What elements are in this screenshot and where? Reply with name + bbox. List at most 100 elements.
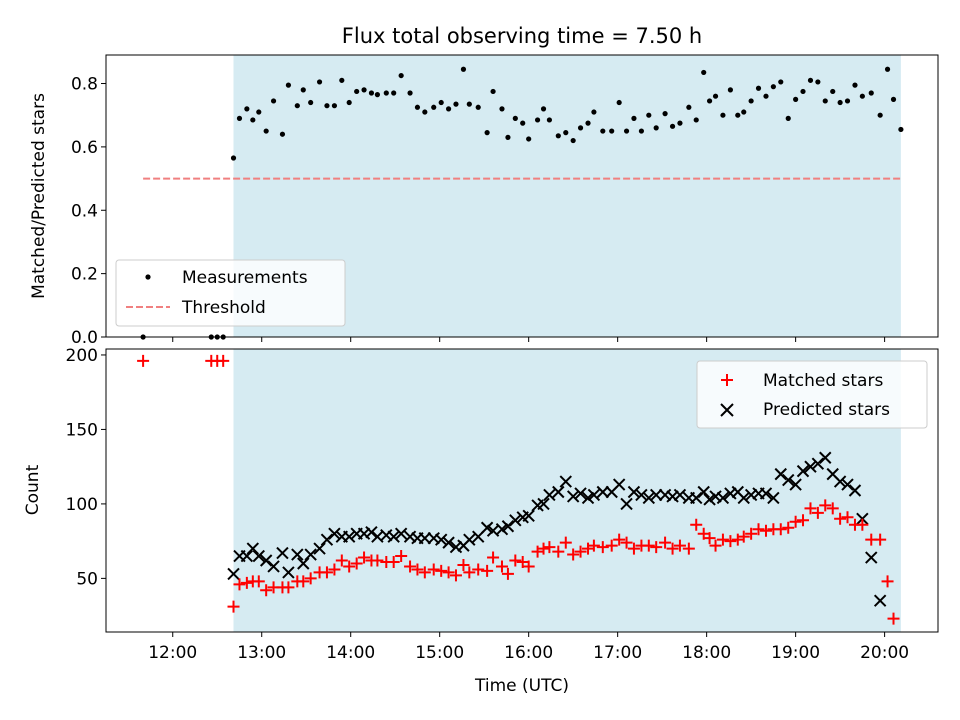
matched-stars-point <box>627 542 640 555</box>
measurement-point <box>540 106 547 112</box>
predicted-stars-point <box>522 509 535 523</box>
measurement-point <box>361 87 367 93</box>
measurement-point <box>534 117 541 123</box>
measurement-point <box>374 92 381 98</box>
measurement-point <box>770 84 776 90</box>
legend-predicted-marker <box>720 403 734 417</box>
x-tick-label: 13:00 <box>237 643 286 663</box>
predicted-stars-point <box>703 493 716 506</box>
matched-stars-point <box>703 532 716 545</box>
predicted-stars-point <box>709 490 722 503</box>
legend-box <box>115 259 346 327</box>
matched-stars-point <box>797 514 810 527</box>
measurement-point <box>748 98 754 104</box>
matched-stars-point <box>737 530 750 543</box>
predicted-stars-point <box>480 521 494 534</box>
measurement-point <box>890 96 897 102</box>
matched-stars-point <box>774 523 787 536</box>
matched-stars-point <box>745 527 758 540</box>
measurement-point <box>250 117 256 123</box>
measurement-point <box>331 103 338 109</box>
measurement-point <box>877 112 883 118</box>
measurement-point <box>563 130 569 136</box>
predicted-stars-point <box>796 464 810 478</box>
predicted-stars-point <box>246 542 260 555</box>
chart-title: Flux total observing time = 7.50 h <box>342 24 702 48</box>
measurement-point <box>300 87 306 93</box>
measurement-point <box>800 88 806 95</box>
measurement-point <box>263 128 269 134</box>
x-tick-label: 18:00 <box>682 643 731 663</box>
predicted-stars-point <box>804 460 817 473</box>
predicted-stars-point <box>342 530 356 543</box>
measurement-point <box>368 90 375 96</box>
top-panel: 0.0 0.2 0.4 0.6 0.8 Flux total observing tim… <box>29 24 939 348</box>
measurement-point <box>475 104 481 110</box>
measurement-point <box>236 115 243 121</box>
measurement-point <box>422 109 428 115</box>
predicted-stars-point <box>620 497 633 511</box>
predicted-stars-point <box>789 478 802 491</box>
y-tick-label: 200 <box>66 346 98 366</box>
matched-stars-point <box>543 541 556 554</box>
legend-measurements-label: Measurements <box>182 268 308 288</box>
predicted-stars-point <box>819 451 832 464</box>
matched-stars-point <box>620 536 633 549</box>
legend-matched-label: Matched stars <box>763 371 883 391</box>
predicted-stars-point <box>537 497 550 511</box>
matched-stars-point <box>834 512 847 525</box>
predicted-stars-point <box>380 528 393 542</box>
measurement-point <box>669 123 676 129</box>
predicted-stars-point <box>276 546 289 560</box>
matched-stars-point <box>217 354 230 367</box>
top-axes-frame <box>105 54 939 338</box>
matched-stars-point <box>673 539 686 552</box>
matched-stars-point <box>574 545 587 558</box>
matched-stars-point <box>537 542 550 555</box>
matched-stars-point <box>481 564 494 577</box>
predicted-stars-point <box>841 478 854 491</box>
matched-stars-point <box>252 575 265 588</box>
y-tick-label: 50 <box>76 569 98 589</box>
predicted-stars-point <box>387 530 400 543</box>
predicted-stars-point <box>690 491 703 505</box>
matched-stars-point <box>411 563 424 576</box>
measurement-point <box>616 99 622 106</box>
bottom-x-axis: 12:00 13:00 14:00 15:00 16:00 17:00 18:00 19:00… <box>148 632 909 663</box>
measurement-point <box>600 128 606 134</box>
measurement-point <box>407 90 413 96</box>
predicted-stars-point <box>418 531 432 545</box>
measurement-point <box>398 72 404 79</box>
matched-stars-point <box>137 354 150 367</box>
predicted-stars-point <box>501 520 515 533</box>
legend-box <box>696 360 928 429</box>
measurement-point <box>526 136 532 142</box>
bottom-panel: 50 100 150 200 12:00 13:00 14:00 15:00 16:00 17:… <box>23 346 939 696</box>
top-x-tick-marks <box>172 337 886 342</box>
measurement-point <box>662 111 668 117</box>
measurement-point <box>512 115 518 121</box>
predicted-stars-point <box>865 551 878 564</box>
predicted-stars-point <box>627 485 641 499</box>
measurement-point <box>324 103 330 109</box>
matched-stars-point <box>487 551 500 564</box>
measurement-points <box>140 66 904 340</box>
x-tick-label: 17:00 <box>593 643 642 663</box>
measurement-point <box>609 128 615 134</box>
measurement-point <box>785 115 791 121</box>
predicted-stars-point <box>811 457 825 470</box>
matched-stars-point <box>841 511 854 524</box>
matched-stars-point <box>457 558 470 571</box>
matched-stars-point <box>666 542 679 555</box>
predicted-stars-point <box>559 475 572 488</box>
matched-stars-point <box>724 535 737 548</box>
top-y-axis-label: Matched/Predicted stars <box>29 93 49 299</box>
predicted-stars-point <box>635 488 648 502</box>
x-tick-label: 15:00 <box>415 643 464 663</box>
predicted-stars-point <box>612 478 626 491</box>
matched-stars-point <box>659 536 672 549</box>
measurement-point <box>294 103 300 109</box>
measurement-point <box>490 88 496 95</box>
measurement-point <box>868 90 874 96</box>
